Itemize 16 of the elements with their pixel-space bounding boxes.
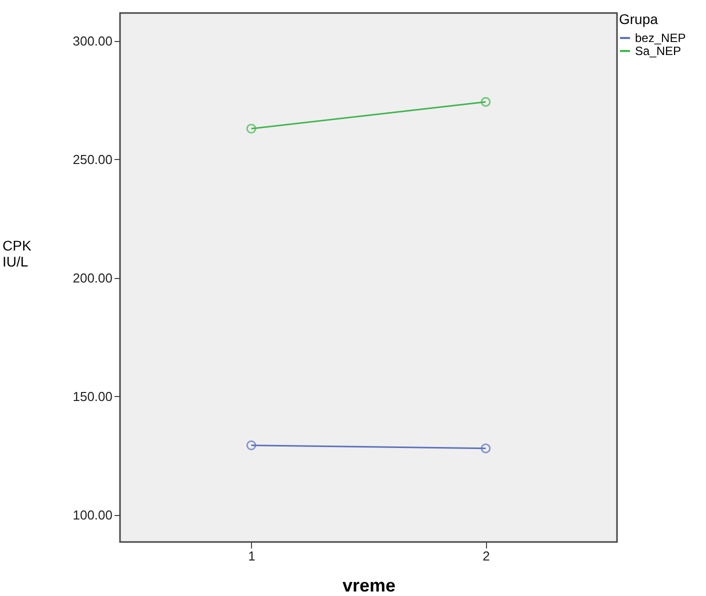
- y-tick-label: 250.00: [72, 152, 112, 167]
- y-tick-label: 100.00: [72, 507, 112, 522]
- x-tick-label: 1: [248, 548, 256, 564]
- point: [480, 443, 491, 454]
- x-axis-title: vreme: [342, 576, 396, 596]
- y-axis-title: CPK IU/L: [2, 238, 32, 270]
- x-tick-label: 2: [482, 548, 490, 564]
- point: [480, 96, 491, 107]
- legend-label: Sa_NEP: [635, 44, 682, 58]
- y-tick-label: 300.00: [72, 33, 112, 48]
- legend-label: bez_NEP: [635, 31, 686, 45]
- point: [246, 124, 256, 134]
- point: [246, 440, 256, 450]
- y-tick-label: 150.00: [72, 388, 112, 404]
- y-tick-label: 200.00: [72, 270, 112, 286]
- legend-title: Grupa: [619, 11, 658, 27]
